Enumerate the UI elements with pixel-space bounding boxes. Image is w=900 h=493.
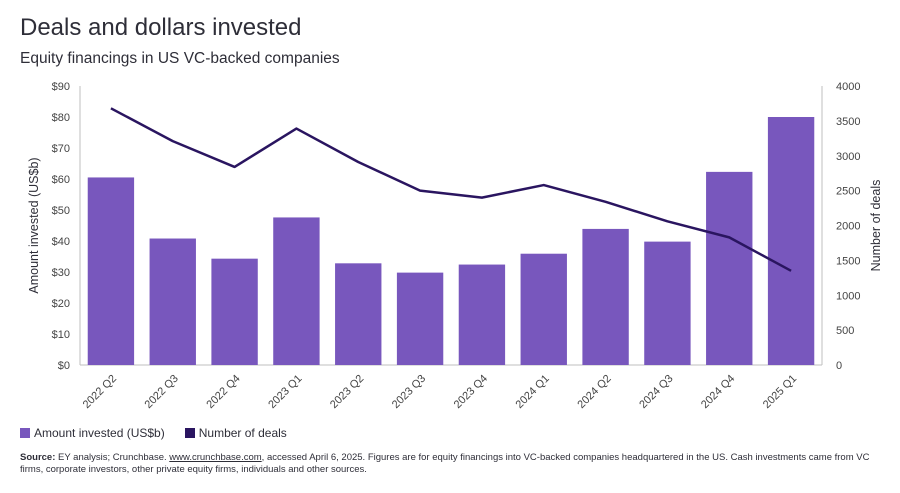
x-tick-label: 2022 Q3 [143, 373, 181, 411]
x-tick-label: 2023 Q1 [266, 373, 304, 411]
bar [211, 258, 258, 365]
y2-tick-label: 2000 [836, 221, 860, 233]
x-tick-label: 2023 Q4 [452, 373, 490, 411]
y2-tick-label: 1500 [836, 255, 860, 267]
y-tick-label: $30 [52, 267, 70, 279]
source-label: Source: [20, 452, 56, 463]
x-tick-label: 2023 Q3 [390, 373, 428, 411]
source-text-after: , accessed April 6, 2025. Figures are fo… [20, 452, 870, 475]
y2-tick-label: 3500 [836, 116, 860, 128]
legend-swatch-line [184, 428, 195, 438]
source-text-before: EY analysis; Crunchbase. [55, 452, 170, 463]
y-tick-label: $90 [52, 81, 70, 93]
chart-area: $0 $10 $20 $30 $40 $50 $60 $70 $80 $90 0 500 1000 150… [27, 81, 883, 411]
x-tick-label: 2025 Q1 [761, 373, 799, 411]
legend: Amount invested (US$b) Number of deals [20, 426, 307, 440]
y-tick-label: $0 [58, 360, 70, 372]
y2-axis-label: Number of deals [869, 180, 883, 272]
bar [396, 272, 444, 365]
x-tick-label: 2024 Q1 [514, 373, 552, 411]
y2-tick-label: 1000 [836, 290, 860, 302]
x-tick-label: 2022 Q4 [204, 373, 242, 411]
source-link[interactable]: www.crunchbase.com [169, 452, 262, 463]
y-tick-label: $70 [52, 143, 70, 155]
legend-item-deals: Number of deals [184, 426, 287, 440]
bar [458, 264, 506, 365]
y-axis-label: Amount invested (US$b) [27, 157, 41, 293]
bar [644, 241, 691, 365]
bar [520, 253, 567, 365]
y-tick-label: $10 [52, 329, 70, 341]
x-tick-label: 2022 Q2 [81, 373, 119, 411]
chart-subtitle: Equity financings in US VC-backed compan… [20, 50, 340, 67]
y2-tick-label: 3000 [836, 151, 860, 163]
legend-label-amount: Amount invested (US$b) [34, 426, 165, 440]
y-tick-label: $50 [52, 205, 70, 217]
y-tick-label: $40 [52, 236, 70, 248]
bar [706, 171, 753, 365]
source-note: Source: EY analysis; Crunchbase. www.cru… [20, 452, 882, 476]
y2-tick-label: 2500 [836, 186, 860, 198]
x-tick-label: 2023 Q2 [328, 373, 366, 411]
bar [767, 117, 815, 365]
deals-line [110, 107, 792, 272]
x-tick-label: 2024 Q2 [575, 373, 613, 411]
legend-item-amount: Amount invested (US$b) [20, 426, 165, 440]
x-tick-label: 2024 Q3 [637, 373, 675, 411]
y2-tick-label: 500 [836, 325, 854, 337]
bar [273, 217, 320, 365]
bar [87, 177, 135, 365]
x-tick-label: 2024 Q4 [699, 373, 737, 411]
y-tick-label: $60 [52, 174, 70, 186]
bar [149, 238, 196, 365]
y-tick-label: $20 [52, 298, 70, 310]
y-tick-label: $80 [52, 112, 70, 124]
chart-title: Deals and dollars invested [20, 14, 302, 41]
y2-tick-label: 0 [836, 360, 842, 372]
legend-swatch-bar [20, 428, 30, 438]
bar [335, 263, 382, 365]
legend-label-deals: Number of deals [198, 426, 287, 440]
y2-tick-label: 4000 [836, 81, 860, 93]
bar [582, 228, 629, 365]
